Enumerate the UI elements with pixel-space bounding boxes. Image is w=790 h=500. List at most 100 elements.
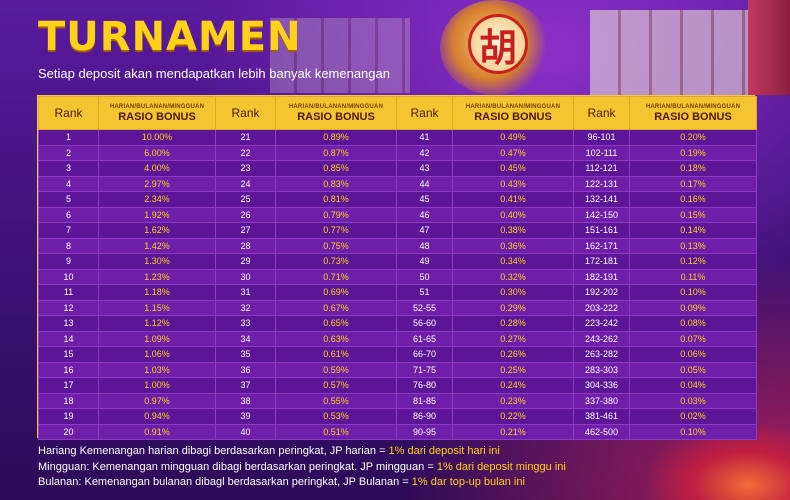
bonus-cell: 0.07%: [629, 330, 757, 347]
page-subtitle: Setiap deposit akan mendapatkan lebih ba…: [38, 66, 390, 81]
rank-cell: 32: [215, 299, 276, 316]
table-row: 20 0.91% 40 0.51% 90-95 0.21% 462-500 0.10%: [38, 423, 757, 440]
rank-cell: 28: [215, 237, 276, 254]
bonus-cell: 1.42%: [98, 237, 216, 254]
rank-cell: 172-181: [573, 253, 630, 270]
bonus-cell: 0.85%: [275, 160, 397, 177]
rank-cell: 17: [38, 377, 99, 394]
rank-cell: 19: [38, 408, 99, 425]
bonus-cell: 0.49%: [452, 129, 574, 146]
rank-cell: 13: [38, 315, 99, 332]
rank-cell: 50: [396, 268, 453, 285]
rank-cell: 122-131: [573, 175, 630, 192]
rank-cell: 263-282: [573, 346, 630, 363]
rank-cell: 142-150: [573, 206, 630, 223]
rank-cell: 243-262: [573, 330, 630, 347]
bonus-ratio-label: RASIO BONUS: [474, 110, 552, 123]
bonus-cell: 0.25%: [452, 361, 574, 378]
rank-cell: 381-461: [573, 408, 630, 425]
column-header-bonus: HARIAN/BULANAN/MINGGUAN RASIO BONUS: [98, 96, 216, 130]
table-row: 12 1.15% 32 0.67% 52-55 0.29% 203-222 0.09%: [38, 299, 757, 316]
rank-cell: 49: [396, 253, 453, 270]
rank-cell: 22: [215, 144, 276, 161]
rank-cell: 151-161: [573, 222, 630, 239]
bonus-cell: 0.10%: [629, 284, 757, 301]
bonus-cell: 1.18%: [98, 284, 216, 301]
table-row: 2 6.00% 22 0.87% 42 0.47% 102-111 0.19%: [38, 144, 757, 161]
period-label: HARIAN/BULANAN/MINGGUAN: [109, 103, 205, 110]
note-text: Mingguan: Kemenangan mingguan dibagi ber…: [38, 460, 437, 473]
bonus-cell: 0.77%: [275, 222, 397, 239]
rank-cell: 16: [38, 361, 99, 378]
bonus-cell: 0.24%: [452, 377, 574, 394]
rank-cell: 52-55: [396, 299, 453, 316]
rank-cell: 112-121: [573, 160, 630, 177]
bonus-cell: 0.79%: [275, 206, 397, 223]
bonus-cell: 1.03%: [98, 361, 216, 378]
bonus-cell: 0.63%: [275, 330, 397, 347]
table-row: 19 0.94% 39 0.53% 86-90 0.22% 381-461 0.02%: [38, 408, 757, 425]
rank-cell: 45: [396, 191, 453, 208]
column-header-bonus: HARIAN/BULANAN/MINGGUAN RASIO BONUS: [275, 96, 397, 130]
note-line: Mingguan: Kemenangan mingguan dibagi ber…: [38, 460, 566, 476]
rank-cell: 30: [215, 268, 276, 285]
rank-cell: 35: [215, 346, 276, 363]
rank-cell: 56-60: [396, 315, 453, 332]
bonus-cell: 0.75%: [275, 237, 397, 254]
rank-cell: 23: [215, 160, 276, 177]
bonus-cell: 0.08%: [629, 315, 757, 332]
pillar-decor: [748, 0, 790, 95]
rank-cell: 5: [38, 191, 99, 208]
bonus-cell: 0.65%: [275, 315, 397, 332]
rank-cell: 21: [215, 129, 276, 146]
period-label: HARIAN/BULANAN/MINGGUAN: [465, 103, 561, 110]
rank-cell: 4: [38, 175, 99, 192]
bonus-cell: 0.40%: [452, 206, 574, 223]
rank-cell: 38: [215, 392, 276, 409]
bonus-cell: 0.28%: [452, 315, 574, 332]
rank-cell: 11: [38, 284, 99, 301]
bonus-cell: 0.45%: [452, 160, 574, 177]
bonus-cell: 0.09%: [629, 299, 757, 316]
rank-cell: 48: [396, 237, 453, 254]
note-highlight: 1% dari deposit minggu ini: [436, 460, 566, 473]
rank-cell: 43: [396, 160, 453, 177]
bonus-cell: 0.22%: [452, 408, 574, 425]
mahjong-tiles-decor-right: [590, 10, 790, 95]
table-row: 15 1.06% 35 0.61% 66-70 0.26% 263-282 0.06%: [38, 346, 757, 363]
column-header-rank: Rank: [573, 96, 630, 130]
bonus-cell: 2.97%: [98, 175, 216, 192]
bonus-cell: 1.12%: [98, 315, 216, 332]
bonus-cell: 0.18%: [629, 160, 757, 177]
bonus-cell: 0.20%: [629, 129, 757, 146]
rank-cell: 42: [396, 144, 453, 161]
rank-cell: 34: [215, 330, 276, 347]
bonus-cell: 0.67%: [275, 299, 397, 316]
rank-cell: 9: [38, 253, 99, 270]
bonus-cell: 0.57%: [275, 377, 397, 394]
rank-cell: 40: [215, 423, 276, 440]
period-label: HARIAN/BULANAN/MINGGUAN: [288, 103, 384, 110]
table-row: 1 10.00% 21 0.89% 41 0.49% 96-101 0.20%: [38, 129, 757, 146]
rank-cell: 90-95: [396, 423, 453, 440]
bonus-cell: 10.00%: [98, 129, 216, 146]
bonus-cell: 0.87%: [275, 144, 397, 161]
bonus-cell: 0.69%: [275, 284, 397, 301]
table-row: 8 1.42% 28 0.75% 48 0.36% 162-171 0.13%: [38, 237, 757, 254]
bonus-cell: 0.10%: [629, 423, 757, 440]
rank-cell: 18: [38, 392, 99, 409]
rank-cell: 86-90: [396, 408, 453, 425]
rank-cell: 46: [396, 206, 453, 223]
rank-cell: 66-70: [396, 346, 453, 363]
table-row: 13 1.12% 33 0.65% 56-60 0.28% 223-242 0.08%: [38, 315, 757, 332]
bonus-cell: 2.34%: [98, 191, 216, 208]
rank-cell: 37: [215, 377, 276, 394]
table-row: 18 0.97% 38 0.55% 81-85 0.23% 337-380 0.03%: [38, 392, 757, 409]
rank-cell: 36: [215, 361, 276, 378]
rank-cell: 12: [38, 299, 99, 316]
rank-cell: 39: [215, 408, 276, 425]
bonus-cell: 0.17%: [629, 175, 757, 192]
rank-cell: 203-222: [573, 299, 630, 316]
bonus-cell: 0.04%: [629, 377, 757, 394]
bonus-cell: 0.30%: [452, 284, 574, 301]
